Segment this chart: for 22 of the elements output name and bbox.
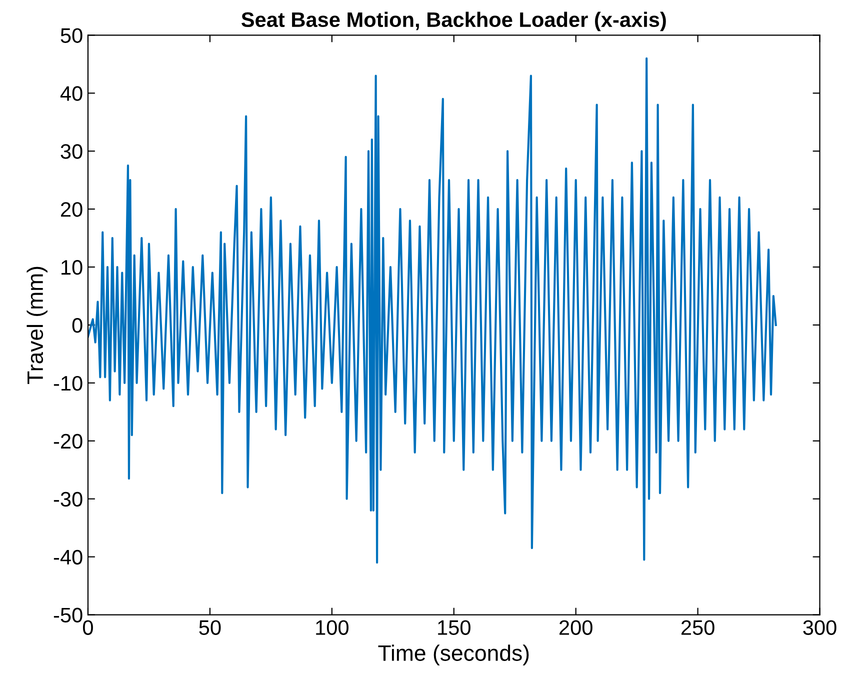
y-tick-label: -30: [54, 492, 82, 507]
y-tick-label: 10: [62, 260, 82, 275]
y-axis-title: Travel (mm): [26, 266, 48, 384]
x-axis-title: Time (seconds): [378, 644, 529, 666]
y-tick-label: 30: [60, 144, 82, 159]
x-tick-label: 300: [803, 620, 836, 635]
y-tick-label: -10: [54, 376, 82, 391]
y-tick-label: 40: [60, 86, 82, 101]
x-tick-label: 200: [560, 620, 592, 635]
x-tick-label: 100: [316, 620, 348, 635]
y-tick-label: -40: [54, 550, 82, 565]
y-tick-label: 50: [60, 28, 82, 43]
x-tick-label: 50: [199, 620, 221, 635]
y-tick-label: 0: [72, 318, 82, 333]
chart-title: Seat Base Motion, Backhoe Loader (x-axis): [241, 12, 666, 32]
line-series: [88, 57, 777, 564]
x-tick-label: 0: [83, 620, 93, 635]
x-tick-label: 150: [438, 620, 470, 635]
y-tick-label: -50: [54, 608, 82, 623]
y-tick-label: -20: [54, 434, 82, 449]
x-tick-label: 250: [681, 620, 714, 635]
y-tick-label: 20: [61, 202, 82, 217]
